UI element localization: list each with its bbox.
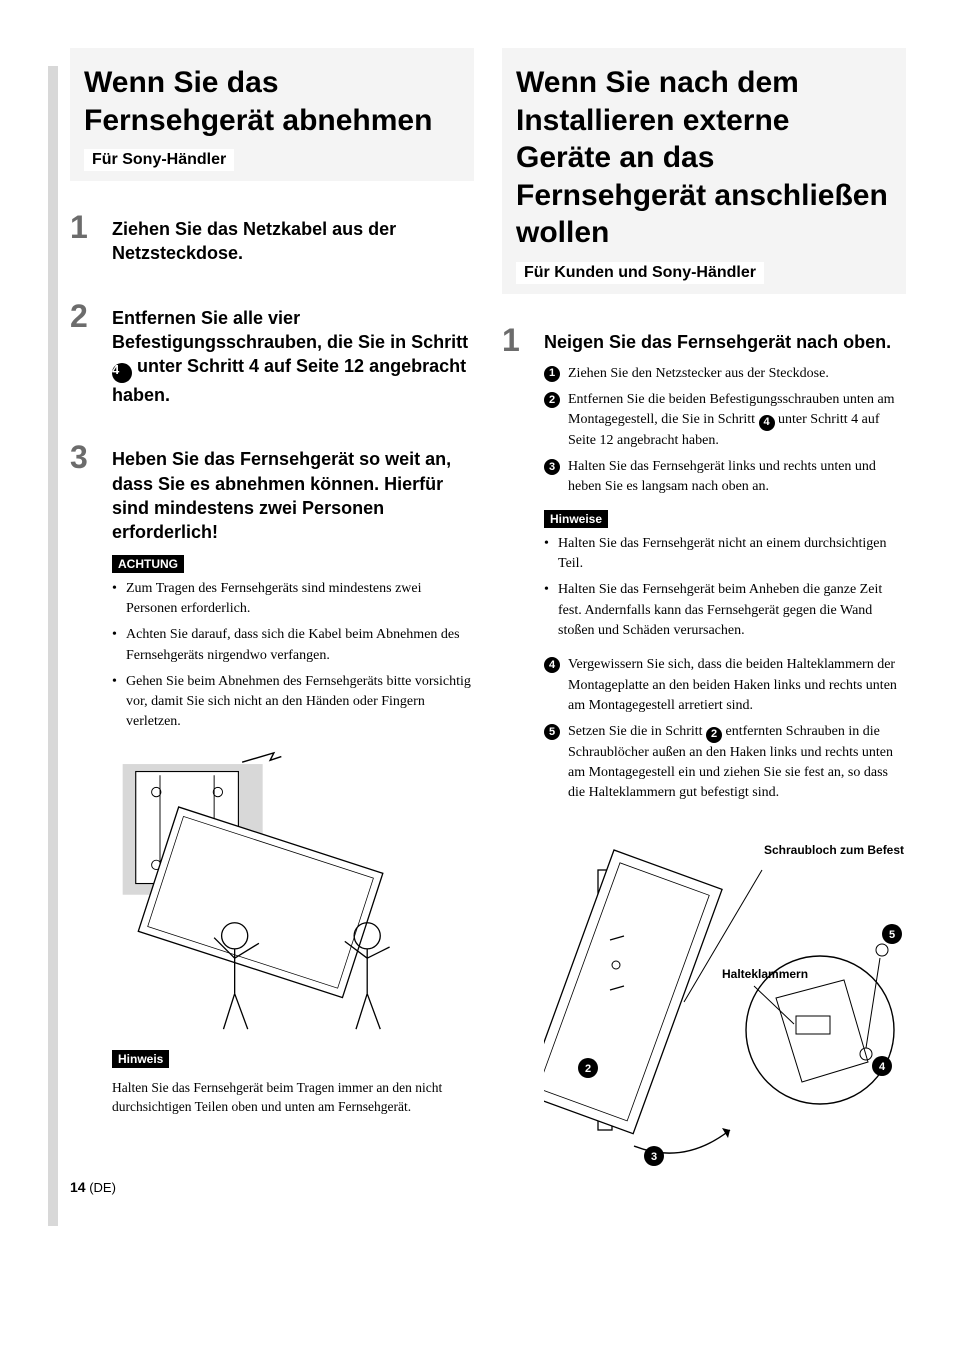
diagram-label-mid: Halteklammern	[722, 967, 808, 981]
tv-removal-illustration	[112, 751, 432, 1031]
right-step-1: 1 Neigen Sie das Fernsehgerät nach oben.…	[502, 324, 906, 810]
left-title: Wenn Sie das Fernsehgerät abnehmen	[84, 64, 460, 139]
sub-item: 1 Ziehen Sie den Netzstecker aus der Ste…	[544, 364, 906, 384]
page-number: 14 (DE)	[70, 1179, 116, 1195]
circled-ref-icon: 3	[544, 459, 560, 475]
step-heading: Entfernen Sie alle vier Befestigungsschr…	[112, 306, 474, 408]
left-step-1: 1 Ziehen Sie das Netzkabel aus der Netzs…	[70, 211, 474, 276]
circled-ref-icon: 2	[544, 392, 560, 408]
two-column-layout: Wenn Sie das Fernsehgerät abnehmen Für S…	[70, 48, 906, 1189]
step-number: 2	[70, 300, 98, 418]
left-column: Wenn Sie das Fernsehgerät abnehmen Für S…	[70, 48, 474, 1189]
step-heading: Ziehen Sie das Netzkabel aus der Netzste…	[112, 217, 474, 266]
list-item: Gehen Sie beim Abnehmen des Fernsehgerät…	[112, 672, 474, 733]
sub-text: Ziehen Sie den Netzstecker aus der Steck…	[568, 364, 906, 384]
sub-text: Halten Sie das Fernsehgerät links und re…	[568, 457, 906, 498]
left-step-3: 3 Heben Sie das Fernsehgerät so weit an,…	[70, 441, 474, 738]
list-item: Halten Sie das Fernsehgerät beim Anheben…	[544, 580, 906, 641]
left-section-header: Wenn Sie das Fernsehgerät abnehmen Für S…	[70, 48, 474, 181]
marker-4: 4	[879, 1061, 886, 1073]
sub-text: Entfernen Sie die beiden Befestigungssch…	[568, 390, 906, 451]
side-accent-bar	[48, 66, 58, 1226]
sub-pre: Setzen Sie die in Schritt	[568, 724, 706, 739]
heading-pre: Entfernen Sie alle vier Befestigungsschr…	[112, 308, 468, 352]
marker-2: 2	[585, 1063, 591, 1075]
circled-ref-icon: 5	[544, 724, 560, 740]
right-diagram: Schraubloch zum Befestigen der Halteklam…	[502, 830, 906, 1175]
list-item: Halten Sie das Fernsehgerät nicht an ein…	[544, 534, 906, 575]
page-number-value: 14	[70, 1179, 86, 1195]
heading-post: unter Schritt 4 auf Seite 12 angebracht …	[112, 356, 466, 405]
left-illustration	[70, 751, 474, 1036]
hinweis-tag: Hinweis	[112, 1050, 169, 1068]
step-heading: Heben Sie das Fernsehgerät so weit an, d…	[112, 447, 474, 544]
circled-ref-icon: 4	[544, 657, 560, 673]
sub-item: 2 Entfernen Sie die beiden Befestigungss…	[544, 390, 906, 451]
hinweis-text: Halten Sie das Fernsehgerät beim Tragen …	[112, 1078, 474, 1117]
right-title: Wenn Sie nach dem Installieren externe G…	[516, 64, 892, 252]
achtung-list: Zum Tragen des Fernsehgeräts sind mindes…	[112, 579, 474, 733]
list-item: Zum Tragen des Fernsehgeräts sind mindes…	[112, 579, 474, 620]
page-number-suffix: (DE)	[86, 1180, 116, 1195]
left-subtitle: Für Sony-Händler	[84, 149, 234, 171]
right-subtitle: Für Kunden und Sony-Händler	[516, 262, 764, 284]
step-number: 1	[502, 324, 530, 810]
sub-item: 3 Halten Sie das Fernsehgerät links und …	[544, 457, 906, 498]
left-step-2: 2 Entfernen Sie alle vier Befestigungssc…	[70, 300, 474, 418]
circled-ref-icon: 4	[759, 415, 775, 431]
achtung-tag: ACHTUNG	[112, 555, 184, 573]
hinweise-list: Halten Sie das Fernsehgerät nicht an ein…	[544, 534, 906, 641]
circled-ref-icon: 2	[706, 727, 722, 743]
sub-item: 5 Setzen Sie die in Schritt 2 entfernten…	[544, 722, 906, 803]
bracket-diagram: Schraubloch zum Befestigen der Halteklam…	[544, 830, 904, 1170]
sub-item: 4 Vergewissern Sie sich, dass die beiden…	[544, 655, 906, 716]
hinweise-tag: Hinweise	[544, 510, 608, 528]
sub-text: Setzen Sie die in Schritt 2 entfernten S…	[568, 722, 906, 803]
step-heading: Neigen Sie das Fernsehgerät nach oben.	[544, 330, 906, 354]
marker-3: 3	[651, 1151, 657, 1163]
right-column: Wenn Sie nach dem Installieren externe G…	[502, 48, 906, 1189]
list-item: Achten Sie darauf, dass sich die Kabel b…	[112, 625, 474, 666]
step-number: 1	[70, 211, 98, 276]
circled-ref-icon: 1	[544, 366, 560, 382]
step-number: 3	[70, 441, 98, 738]
marker-5: 5	[889, 929, 895, 941]
circled-ref-icon: 4	[112, 363, 132, 383]
diagram-label-top: Schraubloch zum Befestigen der Halteklam…	[764, 843, 904, 857]
right-section-header: Wenn Sie nach dem Installieren externe G…	[502, 48, 906, 294]
sub-text: Vergewissern Sie sich, dass die beiden H…	[568, 655, 906, 716]
